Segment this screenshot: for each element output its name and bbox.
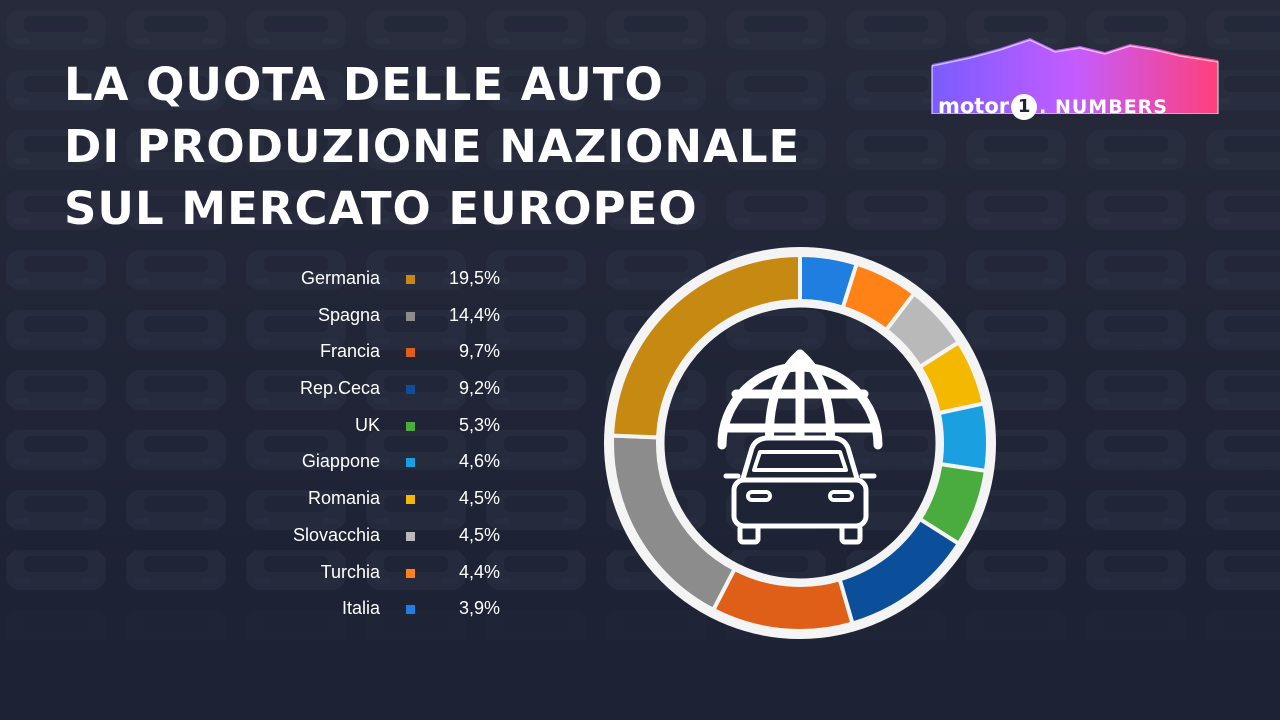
legend-swatch bbox=[406, 348, 415, 358]
legend-label: Romania bbox=[307, 488, 380, 509]
legend-label: Turchia bbox=[320, 561, 380, 582]
legend-label: Slovacchia bbox=[292, 524, 380, 545]
logo-suffix: . NUMBERS bbox=[1039, 96, 1168, 118]
legend: Germania 19,5% Spagna 14,4% Francia 9,7% Rep.C… bbox=[250, 262, 510, 629]
legend-item: Rep.Ceca 9,2% bbox=[250, 372, 510, 409]
legend-item: Germania 19,5% bbox=[250, 262, 510, 299]
legend-label: Rep.Ceca bbox=[299, 378, 380, 399]
legend-value: 19,5% bbox=[448, 268, 500, 288]
legend-item: Slovacchia 4,5% bbox=[250, 519, 510, 556]
legend-value: 4,6% bbox=[458, 451, 500, 472]
legend-label: Germania bbox=[300, 268, 380, 288]
title-line-1: LA QUOTA DELLE AUTO bbox=[64, 58, 664, 111]
legend-swatch bbox=[406, 531, 415, 541]
mountain-bars-graphic bbox=[931, 38, 1219, 114]
legend-swatch bbox=[406, 275, 415, 284]
donut-slice-spagna bbox=[610, 433, 738, 613]
donut-slice-giappone bbox=[936, 401, 990, 474]
motor1-numbers-logo: motor 1. NUMBERS bbox=[930, 36, 1220, 120]
legend-value: 4,5% bbox=[458, 488, 500, 509]
donut-chart bbox=[604, 247, 996, 639]
logo-brand: motor bbox=[938, 94, 1010, 118]
legend-item: Giappone 4,6% bbox=[250, 445, 510, 482]
legend-item: Spagna 14,4% bbox=[250, 299, 510, 336]
donut-inner-ring bbox=[657, 300, 943, 586]
legend-label: Italia bbox=[341, 598, 380, 619]
legend-swatch bbox=[406, 311, 415, 321]
legend-item: Francia 9,7% bbox=[250, 335, 510, 372]
logo-one: 1 bbox=[1011, 94, 1038, 120]
legend-item: Italia 3,9% bbox=[250, 592, 510, 629]
title-line-3: SUL MERCATO EUROPEO bbox=[64, 182, 698, 235]
legend-item: UK 5,3% bbox=[250, 409, 510, 446]
logo-wordmark: motor 1. NUMBERS bbox=[938, 94, 1168, 120]
legend-value: 4,4% bbox=[458, 561, 500, 582]
legend-swatch bbox=[406, 421, 415, 431]
globe-car-icon bbox=[717, 349, 883, 545]
legend-label: Giappone bbox=[301, 451, 380, 472]
legend-swatch bbox=[406, 605, 415, 615]
legend-swatch bbox=[406, 568, 415, 578]
legend-label: UK bbox=[354, 414, 380, 435]
legend-value: 14,4% bbox=[448, 304, 500, 325]
legend-value: 3,9% bbox=[458, 598, 500, 619]
legend-value: 9,7% bbox=[458, 341, 500, 362]
legend-item: Romania 4,5% bbox=[250, 482, 510, 519]
legend-swatch bbox=[406, 495, 415, 505]
legend-label: Francia bbox=[319, 341, 380, 362]
legend-value: 4,5% bbox=[458, 524, 500, 545]
chart-title: LA QUOTA DELLE AUTO DI PRODUZIONE NAZION… bbox=[64, 54, 800, 240]
title-line-2: DI PRODUZIONE NAZIONALE bbox=[64, 120, 801, 173]
legend-item: Turchia 4,4% bbox=[250, 556, 510, 593]
legend-value: 5,3% bbox=[458, 414, 500, 435]
legend-value: 9,2% bbox=[458, 378, 500, 399]
legend-swatch bbox=[406, 458, 415, 468]
legend-label: Spagna bbox=[317, 304, 380, 325]
legend-swatch bbox=[406, 385, 415, 395]
